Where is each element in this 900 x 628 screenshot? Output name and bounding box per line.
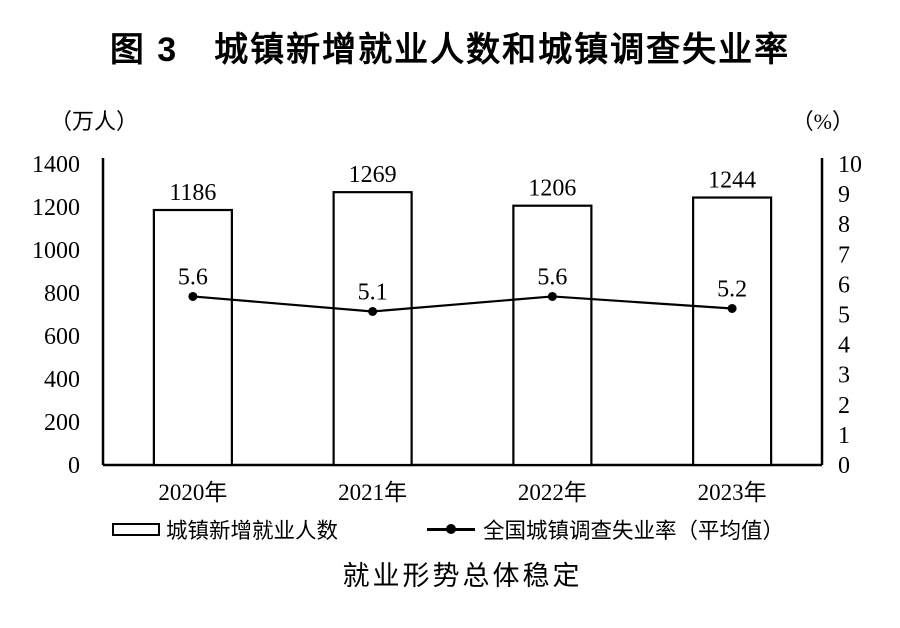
bar-value-label: 1244 bbox=[708, 168, 756, 194]
right-axis-tick-label: 7 bbox=[838, 242, 850, 268]
line-series-label: 全国城镇调查失业率（平均值） bbox=[483, 519, 785, 543]
line-series-swatch-icon bbox=[427, 523, 475, 536]
bar-2022年 bbox=[512, 204, 593, 467]
line-point bbox=[547, 291, 557, 301]
line-point bbox=[188, 291, 198, 301]
left-axis-tick-label: 200 bbox=[44, 410, 80, 436]
bar-2021年 bbox=[332, 191, 413, 467]
bar-2020年 bbox=[152, 208, 233, 467]
right-axis-tick-label: 4 bbox=[838, 333, 850, 359]
right-axis-tick-label: 5 bbox=[838, 303, 850, 329]
right-axis-tick-label: 6 bbox=[838, 272, 850, 298]
legend-item-bar-series: 城镇新增就业人数 bbox=[112, 514, 338, 545]
x-axis-label: 2020年 bbox=[158, 480, 227, 505]
left-axis-unit-label: （万人） bbox=[50, 109, 139, 134]
right-axis-tick-label: 2 bbox=[838, 393, 850, 419]
left-axis-tick-label: 1200 bbox=[32, 195, 80, 221]
right-axis-tick-label: 1 bbox=[838, 423, 850, 449]
right-axis-tick-label: 0 bbox=[838, 453, 850, 479]
bar-value-label: 1206 bbox=[528, 176, 576, 202]
right-axis-tick-label: 10 bbox=[838, 152, 862, 178]
figure-caption: 就业形势总体稳定 bbox=[342, 561, 583, 591]
line-series-path bbox=[192, 295, 733, 313]
x-axis-label: 2022年 bbox=[518, 480, 587, 505]
line-point bbox=[727, 303, 737, 313]
x-axis-label: 2021年 bbox=[338, 480, 407, 505]
line-point-label: 5.6 bbox=[178, 264, 208, 290]
right-axis-tick-label: 9 bbox=[838, 182, 850, 208]
line-point-label: 5.1 bbox=[358, 279, 388, 305]
bar-value-label: 1269 bbox=[349, 162, 397, 188]
left-axis-tick-label: 0 bbox=[68, 453, 80, 479]
line-point-label: 5.2 bbox=[717, 276, 747, 302]
bar-value-label: 1186 bbox=[169, 180, 216, 206]
left-axis-tick-label: 800 bbox=[44, 281, 80, 307]
right-axis-tick-label: 3 bbox=[838, 363, 850, 389]
line-swatch-dot bbox=[446, 524, 456, 534]
figure-title: 图 3 城镇新增就业人数和城镇调查失业率 bbox=[109, 31, 791, 69]
x-axis-label: 2023年 bbox=[698, 480, 767, 505]
line-point bbox=[368, 306, 378, 316]
bar-2023年 bbox=[692, 196, 773, 467]
left-axis-tick-label: 400 bbox=[44, 367, 80, 393]
left-axis-tick-label: 1000 bbox=[32, 238, 80, 264]
right-axis-tick-label: 8 bbox=[838, 212, 850, 238]
bar-series-swatch-icon bbox=[112, 523, 160, 536]
legend: 城镇新增就业人数 全国城镇调查失业率（平均值） bbox=[0, 514, 900, 543]
left-axis-tick-label: 600 bbox=[44, 324, 80, 350]
left-axis-tick-label: 1400 bbox=[32, 152, 80, 178]
line-point-label: 5.6 bbox=[537, 264, 567, 290]
legend-item-line-series: 全国城镇调查失业率（平均值） bbox=[427, 514, 784, 545]
bar-series-label: 城镇新增就业人数 bbox=[166, 519, 339, 543]
right-axis-unit-label: （%） bbox=[791, 109, 854, 134]
